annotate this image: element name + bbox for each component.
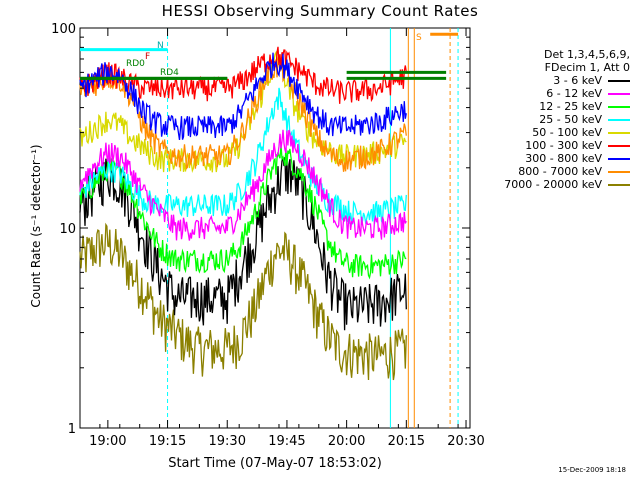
series-line-6 [79, 46, 407, 104]
legend-label-2: 6 - 12 keV [546, 87, 602, 100]
legend-entry-3: 12 - 25 keV [504, 100, 630, 113]
y-tick-label-1: 1 [68, 422, 76, 437]
legend-swatch-7 [608, 158, 630, 160]
legend-label-1: 3 - 6 keV [553, 74, 602, 87]
annotation-f: F [145, 52, 151, 62]
legend-swatch-3 [608, 106, 630, 108]
legend-label-7: 300 - 800 keV [525, 152, 602, 165]
legend-swatch-9 [608, 184, 630, 186]
legend-entry-1: 3 - 6 keV [504, 74, 630, 87]
legend-label-4: 25 - 50 keV [539, 113, 602, 126]
series-layer [79, 46, 407, 381]
timestamp: 15-Dec-2009 18:18 [558, 466, 626, 474]
x-tick-label-5: 20:00 [328, 434, 365, 449]
series-line-5 [79, 50, 407, 174]
legend-swatch-8 [608, 171, 630, 173]
y-tick-label-2: 10 [59, 222, 76, 237]
y-axis: 1 10 100 [51, 22, 470, 437]
series-line-2 [79, 129, 407, 241]
legend-label-6: 100 - 300 keV [525, 139, 602, 152]
x-tick-label-2: 19:15 [149, 434, 186, 449]
annotation-s: S [416, 33, 422, 43]
series-line-3 [79, 144, 407, 280]
legend-swatch-5 [608, 132, 630, 134]
legend: Det 1,3,4,5,6,9, FDecim 1, Att 0 3 - 6 k… [504, 48, 630, 191]
x-axis-label: Start Time (07-May-07 18:53:02) [168, 456, 382, 471]
y-tick-label-3: 100 [51, 22, 76, 37]
legend-header-1: Det 1,3,4,5,6,9, [543, 48, 630, 61]
legend-entry-4: 25 - 50 keV [504, 113, 630, 126]
state-layer [80, 32, 459, 80]
legend-label-3: 12 - 25 keV [539, 100, 602, 113]
legend-entry-7: 300 - 800 keV [504, 152, 630, 165]
legend-entry-6: 100 - 300 keV [504, 139, 630, 152]
legend-label-5: 50 - 100 keV [532, 126, 602, 139]
y-axis-label: Count Rate (s⁻¹ detector⁻¹) [29, 144, 43, 308]
chart-title: HESSI Observing Summary Count Rates [161, 2, 479, 20]
legend-swatch-1 [608, 80, 630, 82]
annotation-rd4: RD4 [160, 68, 179, 78]
legend-header-2: FDecim 1, Att 0 [544, 61, 630, 74]
legend-entries: 3 - 6 keV 6 - 12 keV 12 - 25 keV 25 - 50 ke… [504, 74, 630, 191]
x-tick-label-6: 20:15 [388, 434, 425, 449]
x-axis: 19:00 19:15 19:30 19:45 20:00 20:15 20:30 [79, 28, 485, 449]
legend-swatch-4 [608, 119, 630, 121]
legend-entry-9: 7000 - 20000 keV [504, 178, 630, 191]
legend-swatch-2 [608, 93, 630, 95]
series-line-7 [79, 52, 407, 140]
legend-swatch-6 [608, 145, 630, 147]
legend-label-9: 7000 - 20000 keV [504, 178, 602, 191]
x-tick-label-3: 19:30 [209, 434, 246, 449]
legend-entry-5: 50 - 100 keV [504, 126, 630, 139]
annotation-rd0: RD0 [126, 59, 145, 69]
series-line-8 [79, 57, 407, 172]
legend-entry-2: 6 - 12 keV [504, 87, 630, 100]
x-tick-label-4: 19:45 [268, 434, 305, 449]
annotation-n: N [157, 41, 164, 51]
legend-entry-8: 800 - 7000 keV [504, 165, 630, 178]
x-tick-label-1: 19:00 [89, 434, 126, 449]
x-tick-label-7: 20:30 [447, 434, 484, 449]
series-line-1 [79, 157, 407, 331]
series-line-9 [79, 222, 407, 381]
legend-label-8: 800 - 7000 keV [518, 165, 602, 178]
series-line-4 [79, 87, 407, 226]
